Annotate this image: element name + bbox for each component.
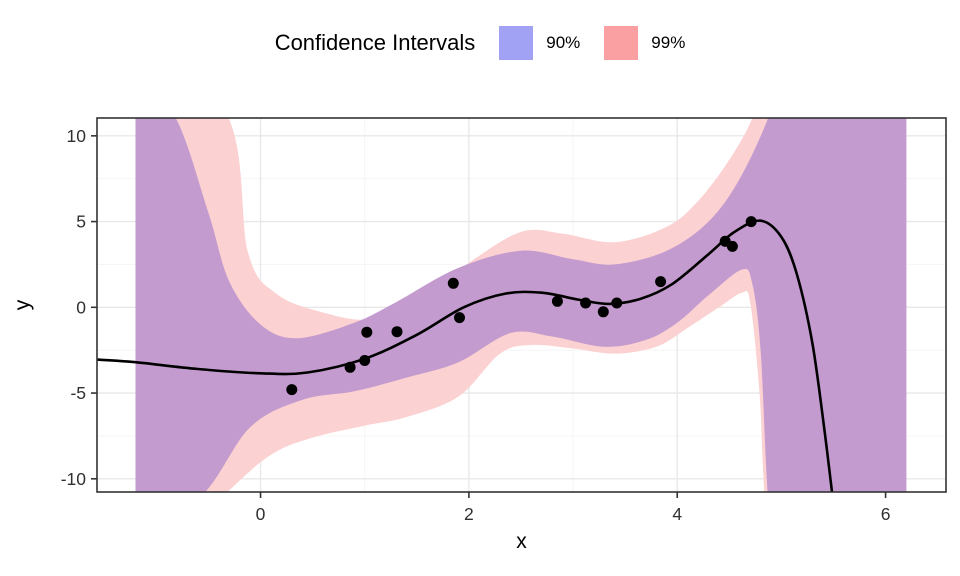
axis-tick-labels: 0 2 4 6 10 5 0 -5 -10: [61, 126, 891, 524]
data-point: [551, 295, 563, 307]
ribbon-90-percent: [135, 118, 907, 492]
y-tick-label: 0: [76, 297, 86, 317]
data-point: [611, 297, 623, 309]
scatter-points: [286, 216, 757, 396]
x-axis-label: x: [516, 530, 527, 553]
data-point: [726, 240, 738, 252]
x-tick-label: 6: [881, 504, 891, 524]
data-point: [655, 276, 667, 288]
data-point: [580, 297, 592, 309]
data-point: [447, 277, 459, 289]
legend-swatch-90: [499, 26, 534, 60]
fitted-mean-curve: [97, 219, 834, 492]
data-point: [359, 355, 371, 366]
legend-label-99: 99%: [651, 33, 686, 52]
y-tick-label: -10: [61, 469, 87, 489]
y-tick-label: 10: [67, 126, 87, 146]
legend-title: Confidence Intervals: [274, 30, 476, 55]
data-point: [344, 361, 356, 373]
data-point: [361, 326, 373, 338]
legend-label-90: 90%: [546, 33, 581, 52]
legend-item-90: 90%: [499, 26, 580, 60]
x-tick-label: 2: [464, 504, 474, 524]
y-axis-label: y: [11, 299, 34, 310]
data-point: [745, 216, 757, 228]
data-point: [454, 312, 465, 324]
legend-swatch-99: [604, 26, 639, 60]
x-tick-label: 4: [672, 504, 682, 524]
data-point: [391, 326, 403, 338]
legend: Confidence Intervals 90% 99%: [0, 26, 960, 60]
axis-tick-marks: [91, 135, 887, 498]
data-point: [286, 384, 298, 396]
y-tick-label: 5: [76, 212, 86, 232]
data-point: [597, 306, 609, 318]
panel-border: [96, 117, 947, 493]
x-tick-label: 0: [256, 504, 266, 524]
legend-item-99: 99%: [604, 26, 685, 60]
y-tick-label: -5: [70, 383, 86, 403]
